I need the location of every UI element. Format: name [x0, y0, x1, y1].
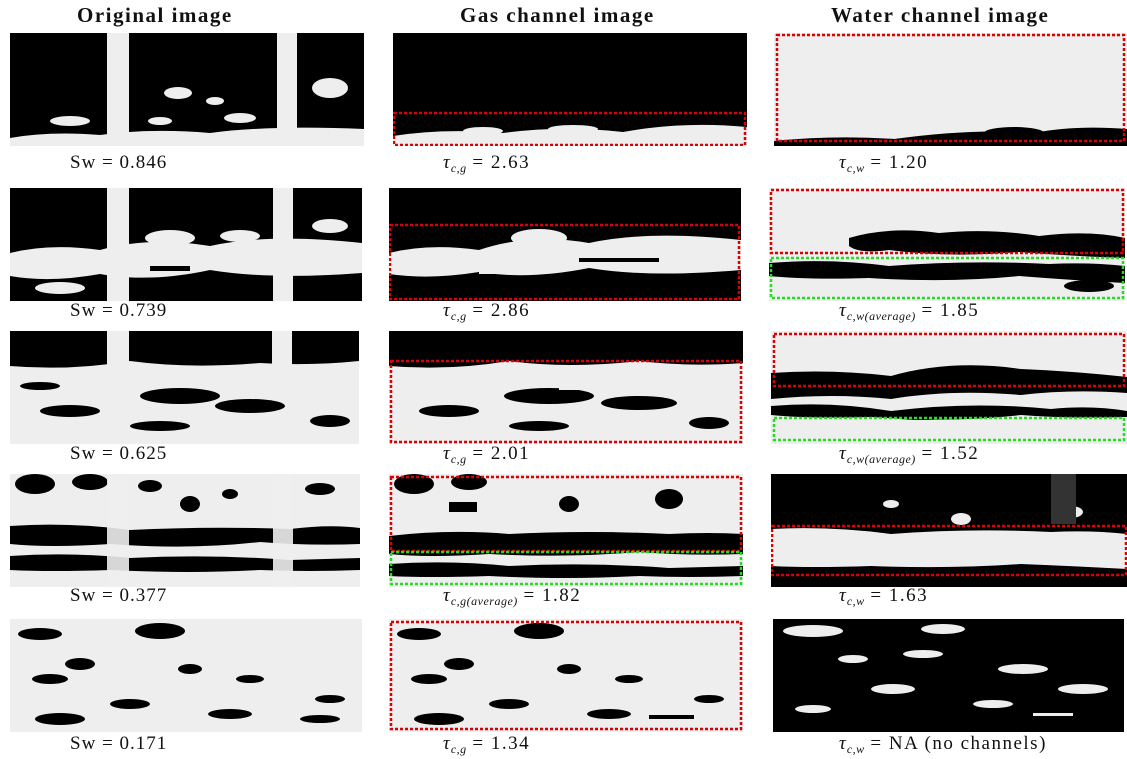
water-tortuosity-value: = NA (no channels): [870, 733, 1047, 754]
tau-symbol: τ: [443, 443, 451, 464]
water-subscript: c,w: [846, 594, 865, 608]
water-tortuosity-label-4: τc,w = 1.63: [839, 585, 928, 609]
gas-channel-image-4: [389, 474, 743, 587]
column-header-original: Original image: [77, 3, 233, 27]
gas-subscript: c,g: [450, 742, 467, 756]
water-tortuosity-value: = 1.20: [870, 152, 929, 173]
water-tortuosity-value: = 1.85: [921, 300, 980, 321]
tau-symbol: τ: [839, 300, 847, 321]
water-channel-image-5: [773, 619, 1124, 732]
gas-subscript: c,g: [450, 309, 467, 323]
original-image-5: [10, 619, 362, 732]
water-subscript: c,w(average): [846, 309, 916, 323]
tau-symbol: τ: [839, 443, 847, 464]
saturation-label-2: Sw = 0.739: [70, 300, 168, 321]
gas-tortuosity-value: = 1.34: [472, 733, 531, 754]
water-tortuosity-value: = 1.63: [870, 585, 929, 606]
saturation-label-1: Sw = 0.846: [70, 152, 168, 173]
water-channel-image-1: [774, 33, 1127, 146]
tau-symbol: τ: [839, 152, 847, 173]
gas-channel-image-1: [393, 33, 747, 146]
original-image-1: [10, 33, 364, 146]
tau-symbol: τ: [839, 585, 847, 606]
gas-channel-image-2: [389, 188, 741, 301]
saturation-label-4: Sw = 0.377: [70, 585, 168, 606]
original-image-2: [10, 188, 362, 301]
tau-symbol: τ: [443, 152, 451, 173]
gas-tortuosity-label-5: τc,g = 1.34: [443, 733, 530, 757]
tau-symbol: τ: [443, 733, 451, 754]
saturation-label-5: Sw = 0.171: [70, 733, 168, 754]
gas-subscript: c,g: [450, 161, 467, 175]
gas-tortuosity-label-1: τc,g = 2.63: [443, 152, 530, 176]
water-subscript: c,w(average): [846, 452, 916, 466]
water-subscript: c,w: [846, 161, 865, 175]
saturation-label-3: Sw = 0.625: [70, 443, 168, 464]
water-tortuosity-label-5: τc,w = NA (no channels): [839, 733, 1047, 757]
water-channel-image-2: [769, 188, 1125, 301]
original-image-4: [10, 474, 360, 587]
gas-channel-image-5: [389, 619, 743, 732]
tau-symbol: τ: [443, 300, 451, 321]
water-tortuosity-label-1: τc,w = 1.20: [839, 152, 928, 176]
water-subscript: c,w: [846, 742, 865, 756]
column-header-gas: Gas channel image: [460, 3, 655, 27]
gas-subscript: c,g: [450, 452, 467, 466]
gas-tortuosity-value: = 1.82: [523, 585, 582, 606]
water-channel-image-4: [771, 474, 1127, 587]
gas-tortuosity-value: = 2.63: [472, 152, 531, 173]
tau-symbol: τ: [443, 585, 451, 606]
gas-tortuosity-label-4: τc,g(average) = 1.82: [443, 585, 581, 609]
water-channel-image-3: [771, 331, 1127, 444]
gas-channel-image-3: [389, 331, 743, 444]
tau-symbol: τ: [839, 733, 847, 754]
gas-subscript: c,g(average): [450, 594, 518, 608]
gas-tortuosity-value: = 2.86: [472, 300, 531, 321]
water-tortuosity-label-2: τc,w(average) = 1.85: [839, 300, 979, 324]
gas-tortuosity-value: = 2.01: [472, 443, 531, 464]
column-header-water: Water channel image: [831, 3, 1050, 27]
water-tortuosity-value: = 1.52: [921, 443, 980, 464]
water-tortuosity-label-3: τc,w(average) = 1.52: [839, 443, 979, 467]
gas-tortuosity-label-3: τc,g = 2.01: [443, 443, 530, 467]
gas-tortuosity-label-2: τc,g = 2.86: [443, 300, 530, 324]
original-image-3: [10, 331, 359, 444]
